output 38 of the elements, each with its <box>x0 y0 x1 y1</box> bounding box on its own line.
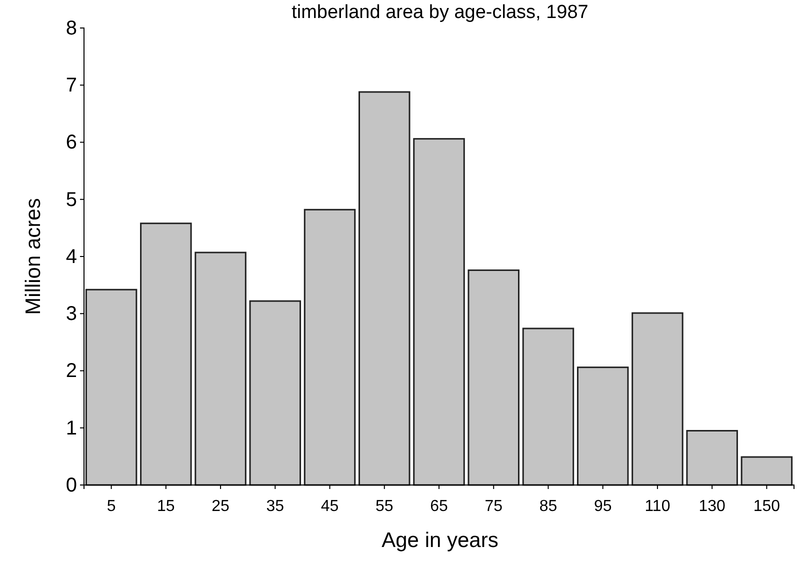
bar <box>140 222 192 486</box>
bar <box>576 366 629 486</box>
bar <box>413 138 465 486</box>
bar <box>85 288 138 486</box>
chart-title: timberland area by age-class, 1987 <box>292 2 588 23</box>
x-tick-label: 35 <box>266 498 284 516</box>
bar <box>740 456 793 486</box>
x-tick-label: 55 <box>375 498 394 516</box>
y-tick-label: 5 <box>66 188 77 211</box>
y-axis-title: Million acres <box>22 198 45 315</box>
x-tick-label: 110 <box>644 498 670 516</box>
bar <box>686 430 738 486</box>
x-tick-label: 95 <box>594 498 612 516</box>
x-tick-label: 15 <box>157 498 175 516</box>
y-tick-label: 8 <box>66 17 77 40</box>
y-tick-label: 1 <box>66 417 77 440</box>
y-tick-label: 3 <box>66 303 77 326</box>
x-tick-label: 5 <box>106 498 116 516</box>
bar <box>632 312 684 486</box>
x-axis-title: Age in years <box>382 529 498 552</box>
x-tick-label: 150 <box>753 498 780 516</box>
bar <box>249 300 302 486</box>
y-tick-label: 7 <box>66 74 77 97</box>
bar <box>522 328 574 486</box>
bar <box>468 269 520 486</box>
bar <box>194 252 246 486</box>
x-tick-label: 25 <box>212 498 230 516</box>
x-tick-label: 75 <box>484 498 503 516</box>
y-tick-label: 4 <box>66 246 77 268</box>
bar <box>358 91 410 486</box>
y-tick-label: 6 <box>66 132 77 154</box>
y-tick-label: 2 <box>66 360 77 382</box>
x-tick-label: 65 <box>430 498 448 516</box>
x-tick-label: 85 <box>539 498 558 516</box>
x-tick-label: 130 <box>698 498 726 516</box>
y-tick-label: 0 <box>66 474 77 496</box>
x-tick-label: 45 <box>320 498 339 516</box>
bar <box>304 208 356 486</box>
